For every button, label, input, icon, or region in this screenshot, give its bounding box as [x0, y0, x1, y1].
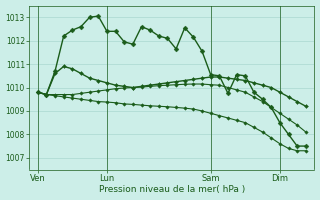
- X-axis label: Pression niveau de la mer( hPa ): Pression niveau de la mer( hPa ): [99, 185, 245, 194]
